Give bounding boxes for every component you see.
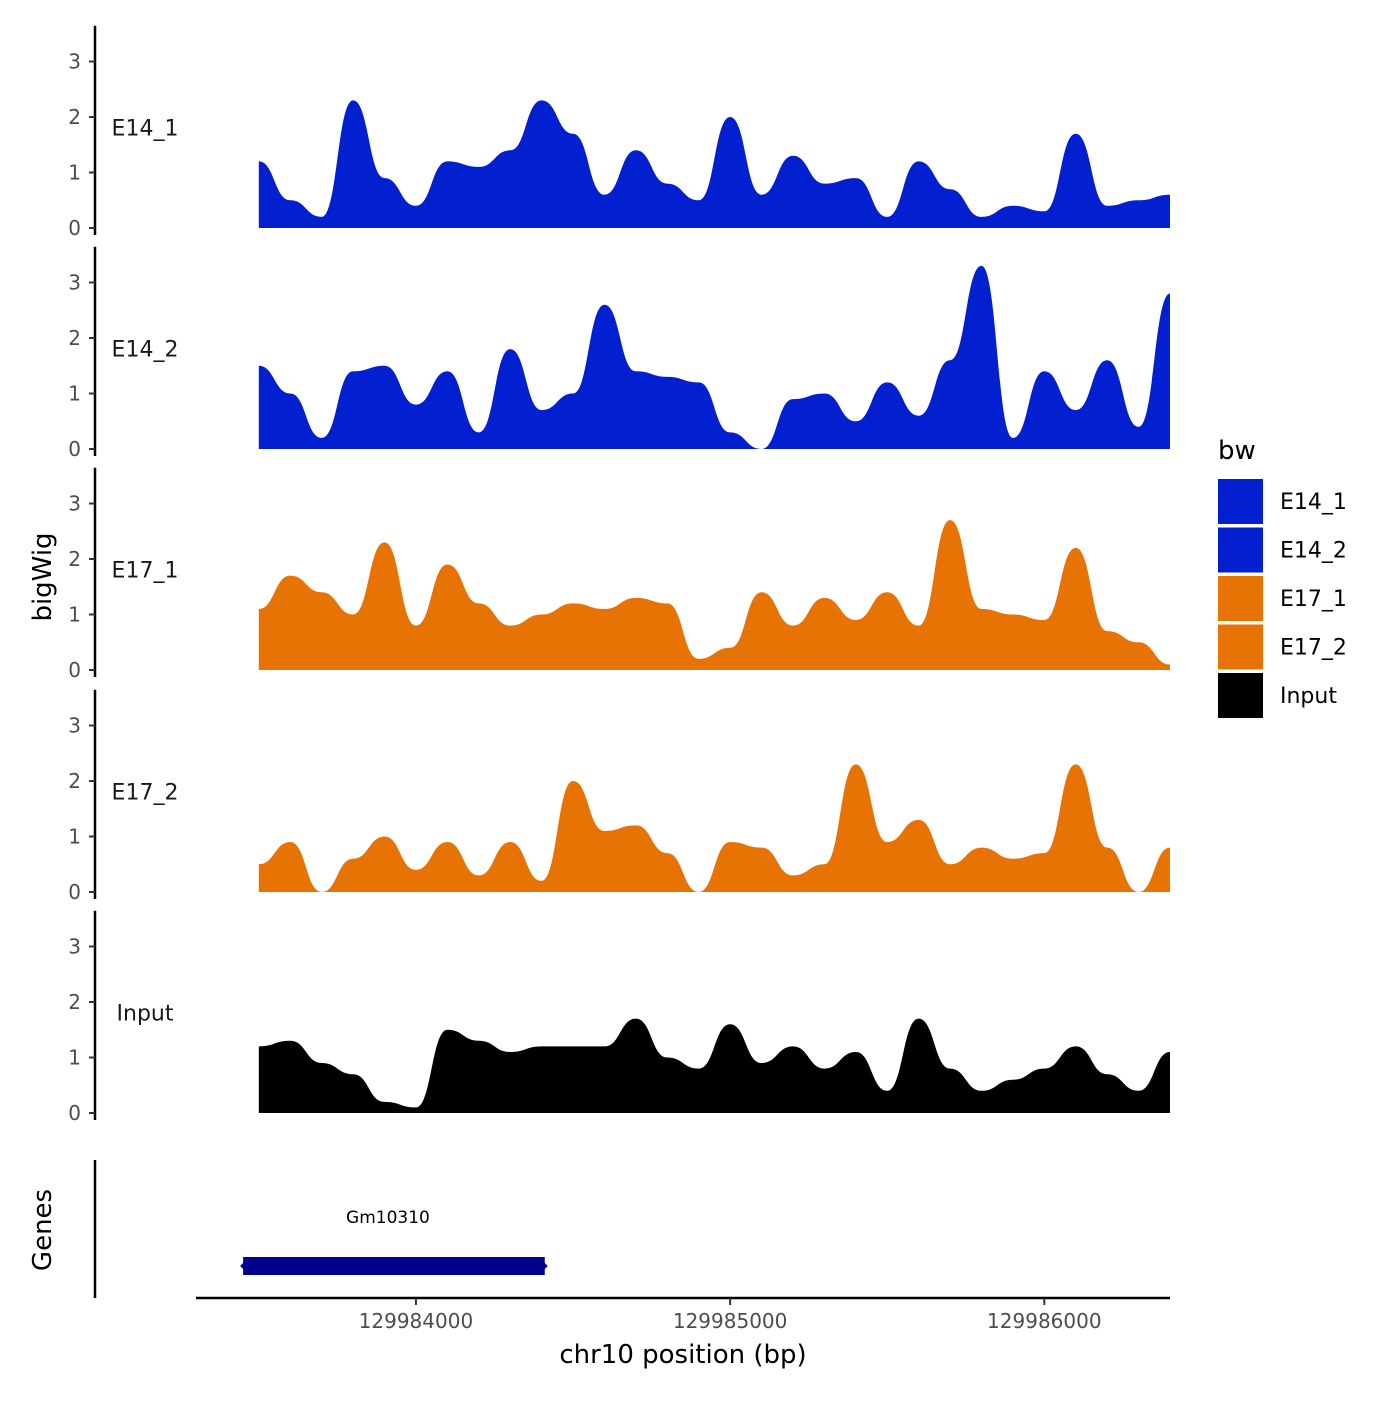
genes-panel: Gm10310 [93, 1160, 548, 1298]
y-tick-label: 0 [68, 216, 81, 240]
x-axis-title: chr10 position (bp) [559, 1340, 806, 1370]
track-e14-2: 0 1 2 3 E14_2 [68, 246, 1170, 461]
legend-swatch [1218, 576, 1263, 621]
track-e17-2: 0 1 2 3 E17_2 [68, 689, 1170, 904]
y-tick-label: 3 [68, 935, 81, 959]
legend-label: E14_2 [1280, 539, 1347, 564]
y-tick-label: 2 [68, 990, 81, 1014]
y-tick-label: 0 [68, 437, 81, 461]
y-tick-label: 3 [68, 50, 81, 74]
legend: bw E14_1 E14_2 E17_1 E17_2 Input [1218, 436, 1347, 718]
x-axis: 129984000 129985000 129986000 [196, 1296, 1170, 1333]
y-tick-label: 1 [68, 1046, 81, 1070]
series-area-input [258, 1018, 1170, 1113]
track-input: 0 1 2 3 Input [68, 910, 1170, 1125]
track-label: E14_2 [112, 337, 179, 362]
y-tick-label: 3 [68, 714, 81, 738]
x-tick-label: 129984000 [359, 1309, 474, 1333]
y-tick-label: 0 [68, 658, 81, 682]
y-tick-label: 3 [68, 492, 81, 516]
coverage-tracks: 0 1 2 3 E14_1 0 1 2 3 E14_2 0 1 2 3 E17_1 0 1 2 3 E17_2 0 1 2 3… [68, 25, 1170, 1125]
track-e14-1: 0 1 2 3 E14_1 [68, 25, 1170, 240]
y-tick-label: 1 [68, 825, 81, 849]
x-tick-label: 129986000 [987, 1309, 1102, 1333]
legend-label: Input [1280, 684, 1337, 709]
series-area-e14-2 [258, 265, 1170, 449]
series-area-e17-1 [258, 520, 1170, 670]
y-tick-label: 3 [68, 271, 81, 295]
track-e17-1: 0 1 2 3 E17_1 [68, 467, 1170, 682]
y-tick-label: 2 [68, 769, 81, 793]
gene-start-marker [240, 1259, 248, 1273]
legend-swatch [1218, 479, 1263, 524]
gene-body [243, 1257, 545, 1275]
series-area-e14-1 [258, 100, 1170, 228]
legend-title: bw [1218, 436, 1256, 466]
genes-axis-title: Genes [28, 1189, 58, 1271]
track-label: E17_2 [112, 780, 179, 805]
y-axis-title: bigWig [28, 532, 58, 621]
y-tick-label: 2 [68, 326, 81, 350]
legend-label: E17_1 [1280, 587, 1347, 612]
legend-swatch [1218, 624, 1263, 670]
legend-swatch [1218, 673, 1263, 718]
track-label: E14_1 [112, 116, 179, 141]
legend-label: E17_2 [1280, 636, 1347, 661]
y-tick-label: 0 [68, 880, 81, 904]
legend-label: E14_1 [1280, 490, 1347, 515]
y-tick-label: 0 [68, 1101, 81, 1125]
y-tick-label: 1 [68, 161, 81, 185]
x-tick-label: 129985000 [673, 1309, 788, 1333]
track-label: E17_1 [112, 558, 179, 583]
y-tick-label: 2 [68, 105, 81, 129]
y-tick-label: 1 [68, 382, 81, 406]
legend-swatch [1218, 527, 1263, 573]
y-tick-label: 1 [68, 603, 81, 627]
series-area-e17-2 [258, 764, 1170, 892]
track-label: Input [117, 1001, 174, 1026]
y-tick-label: 2 [68, 547, 81, 571]
gene-end-marker [540, 1259, 548, 1273]
gene-label: Gm10310 [346, 1208, 430, 1228]
